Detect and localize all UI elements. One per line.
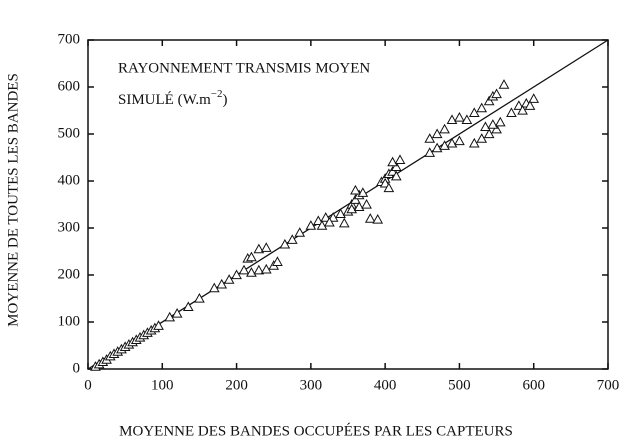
point (390, 170, 402, 181)
point (260, 242, 272, 252)
point (253, 264, 265, 275)
point (491, 88, 502, 99)
point (468, 137, 480, 148)
point (431, 142, 443, 153)
y-axis-label: MOYENNE DE TOUTES LES BANDES (5, 73, 21, 327)
x-axis-label: MOYENNE DES BANDES OCCUPÉES PAR LES CAPT… (119, 422, 513, 439)
point (246, 251, 257, 262)
x-tick-label: 300 (300, 377, 323, 393)
point (454, 135, 465, 146)
point (231, 269, 242, 280)
x-tick-label: 100 (151, 377, 174, 393)
point (387, 156, 398, 167)
point (153, 320, 164, 330)
point (390, 161, 402, 171)
point (528, 93, 540, 103)
y-tick-label: 0 (73, 360, 81, 376)
point (394, 154, 406, 164)
point (372, 214, 384, 224)
point (476, 102, 488, 113)
point (431, 128, 443, 139)
point (316, 220, 328, 230)
point (320, 212, 332, 222)
point (324, 216, 335, 227)
y-tick-label: 400 (58, 172, 81, 188)
x-tick-label: 0 (84, 377, 92, 393)
point (279, 238, 291, 249)
annotation: RAYONNEMENT TRANSMIS MOYEN (118, 60, 370, 76)
point (491, 123, 502, 134)
y-tick-label: 200 (58, 266, 81, 282)
point (246, 267, 257, 277)
point (506, 107, 517, 117)
point (350, 184, 361, 195)
point (387, 166, 398, 176)
point (439, 123, 450, 134)
point (361, 198, 372, 209)
point (498, 79, 510, 89)
annotation-text: SIMULÉ (W.m (118, 91, 211, 108)
point (208, 282, 220, 293)
point (312, 215, 324, 226)
point (216, 278, 228, 289)
x-tick-label: 600 (522, 377, 545, 393)
point (338, 217, 350, 228)
point (171, 308, 183, 318)
point (476, 133, 488, 143)
point (524, 100, 536, 110)
point (305, 220, 317, 230)
point (164, 311, 176, 322)
point (327, 212, 339, 222)
y-tick-label: 500 (58, 125, 81, 141)
x-tick-label: 500 (448, 377, 471, 393)
point (424, 133, 436, 143)
point (294, 227, 306, 237)
point (379, 177, 391, 188)
point (483, 128, 495, 139)
point (424, 147, 436, 157)
point (480, 121, 491, 132)
point (517, 104, 528, 115)
point (364, 213, 376, 223)
point (468, 107, 480, 117)
annotation: SIMULÉ (W.m−2) (118, 88, 228, 109)
plot-frame (87, 39, 609, 370)
y-tick-label: 600 (58, 78, 81, 94)
point (494, 116, 506, 127)
point (194, 292, 205, 303)
x-tick-label: 700 (597, 377, 620, 393)
point (454, 112, 465, 122)
point (383, 182, 395, 193)
point (461, 114, 473, 124)
point (446, 114, 458, 124)
annotation-text: ) (223, 92, 228, 108)
point (483, 95, 495, 106)
point (260, 263, 272, 274)
point (487, 119, 499, 129)
annotation-sup: −2 (211, 88, 223, 100)
point (223, 274, 235, 284)
x-tick-label: 200 (225, 377, 248, 393)
point (286, 234, 298, 244)
y-tick-label: 700 (58, 31, 81, 47)
point (272, 256, 283, 266)
point (238, 264, 250, 275)
point (253, 243, 265, 254)
x-tick-label: 400 (374, 377, 397, 393)
point (350, 194, 361, 204)
y-tick-label: 100 (58, 313, 81, 329)
y-tick-label: 300 (58, 219, 81, 235)
point (182, 301, 194, 312)
